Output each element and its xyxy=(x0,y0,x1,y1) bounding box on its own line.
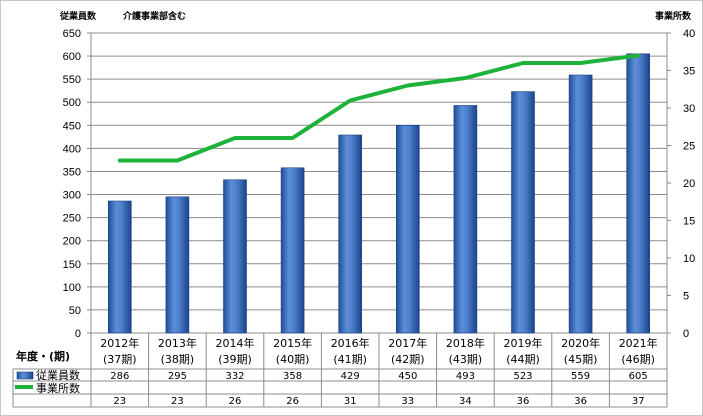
left-tick-label: 200 xyxy=(63,236,81,248)
category-label: 2012年 xyxy=(100,336,139,350)
category-label: 2018年 xyxy=(446,336,485,350)
left-tick-label: 50 xyxy=(69,305,81,317)
bar xyxy=(223,179,247,334)
left-tick-label: 550 xyxy=(63,74,81,86)
table-value: 450 xyxy=(398,371,417,382)
table-value: 605 xyxy=(629,371,648,382)
category-label: (38期) xyxy=(161,353,195,366)
right-tick-label: 0 xyxy=(683,328,689,340)
bar xyxy=(453,105,478,334)
right-tick-label: 15 xyxy=(683,216,695,228)
category-label: (40期) xyxy=(276,353,310,366)
table-value: 34 xyxy=(459,396,472,407)
left-tick-label: 450 xyxy=(63,120,81,132)
table-value: 429 xyxy=(341,371,360,382)
bar xyxy=(568,74,593,334)
category-label: (46期) xyxy=(621,353,655,366)
table-value: 523 xyxy=(513,371,532,382)
category-label: 2019年 xyxy=(504,336,543,350)
table-header: 年度・(期) xyxy=(16,350,71,363)
right-tick-label: 10 xyxy=(683,253,695,265)
right-tick-label: 30 xyxy=(683,103,695,115)
left-axis-title: 従業員数 xyxy=(60,12,97,22)
bar xyxy=(626,53,651,334)
table-value: 31 xyxy=(344,396,357,407)
bar xyxy=(165,196,190,334)
right-tick-label: 20 xyxy=(683,178,695,190)
table-value: 37 xyxy=(632,396,645,407)
left-tick-label: 150 xyxy=(63,259,81,271)
category-label: 2016年 xyxy=(331,336,370,350)
category-label: 2014年 xyxy=(216,336,255,350)
category-label: 2013年 xyxy=(158,336,197,350)
right-axis-title: 事業所数 xyxy=(655,12,692,22)
line-point xyxy=(407,85,409,86)
legend-label: 事業所数 xyxy=(36,382,80,395)
table-value: 286 xyxy=(110,371,129,382)
line-point xyxy=(234,137,236,139)
table-value: 26 xyxy=(229,396,242,407)
bar xyxy=(338,134,363,334)
line-point xyxy=(119,160,121,161)
table-value: 36 xyxy=(517,396,530,407)
table-value: 23 xyxy=(171,396,184,407)
legend-bar-key xyxy=(16,371,34,380)
right-tick-label: 25 xyxy=(683,141,695,153)
series-line xyxy=(117,53,641,163)
bar xyxy=(395,125,420,334)
line-point xyxy=(580,62,582,64)
category-label: (42期) xyxy=(391,353,425,366)
chart-note: 介護事業部含む xyxy=(123,12,187,22)
category-label: 2017年 xyxy=(388,336,427,350)
left-tick-label: 600 xyxy=(63,51,81,63)
table-value: 358 xyxy=(283,371,302,382)
legend-label: 従業員数 xyxy=(36,369,80,382)
line-point xyxy=(349,100,351,101)
line-point xyxy=(522,62,524,64)
table-value: 23 xyxy=(113,396,126,407)
bar xyxy=(108,200,132,334)
left-tick-label: 100 xyxy=(63,282,81,294)
category-label: 2021年 xyxy=(619,336,658,350)
left-tick-label: 500 xyxy=(63,97,81,109)
table-value: 295 xyxy=(168,371,187,382)
table-value: 559 xyxy=(571,371,590,382)
line-point xyxy=(176,160,178,161)
right-tick-label: 40 xyxy=(683,28,695,40)
category-label: 2015年 xyxy=(273,336,312,350)
right-tick-label: 5 xyxy=(683,291,689,303)
line-point xyxy=(637,55,639,56)
right-tick-label: 35 xyxy=(683,66,695,78)
left-tick-label: 300 xyxy=(63,190,81,202)
left-tick-label: 350 xyxy=(63,166,81,178)
line-point xyxy=(292,137,294,139)
table-value: 26 xyxy=(286,396,299,407)
left-tick-label: 0 xyxy=(75,328,81,340)
table-value: 36 xyxy=(574,396,587,407)
table-value: 33 xyxy=(401,396,414,407)
bar xyxy=(280,167,305,334)
left-tick-label: 650 xyxy=(63,28,81,40)
left-tick-label: 250 xyxy=(63,213,81,225)
table-value: 332 xyxy=(225,371,244,382)
category-label: (37期) xyxy=(103,353,137,366)
category-label: (41期) xyxy=(333,353,367,366)
line-point xyxy=(464,77,466,79)
bar xyxy=(511,91,535,334)
table-value: 493 xyxy=(456,371,475,382)
category-label: (43期) xyxy=(449,353,483,366)
left-tick-label: 400 xyxy=(63,143,81,155)
category-label: (44期) xyxy=(506,353,540,366)
category-label: (45期) xyxy=(564,353,598,366)
category-label: (39期) xyxy=(218,353,252,366)
category-label: 2020年 xyxy=(561,336,600,350)
